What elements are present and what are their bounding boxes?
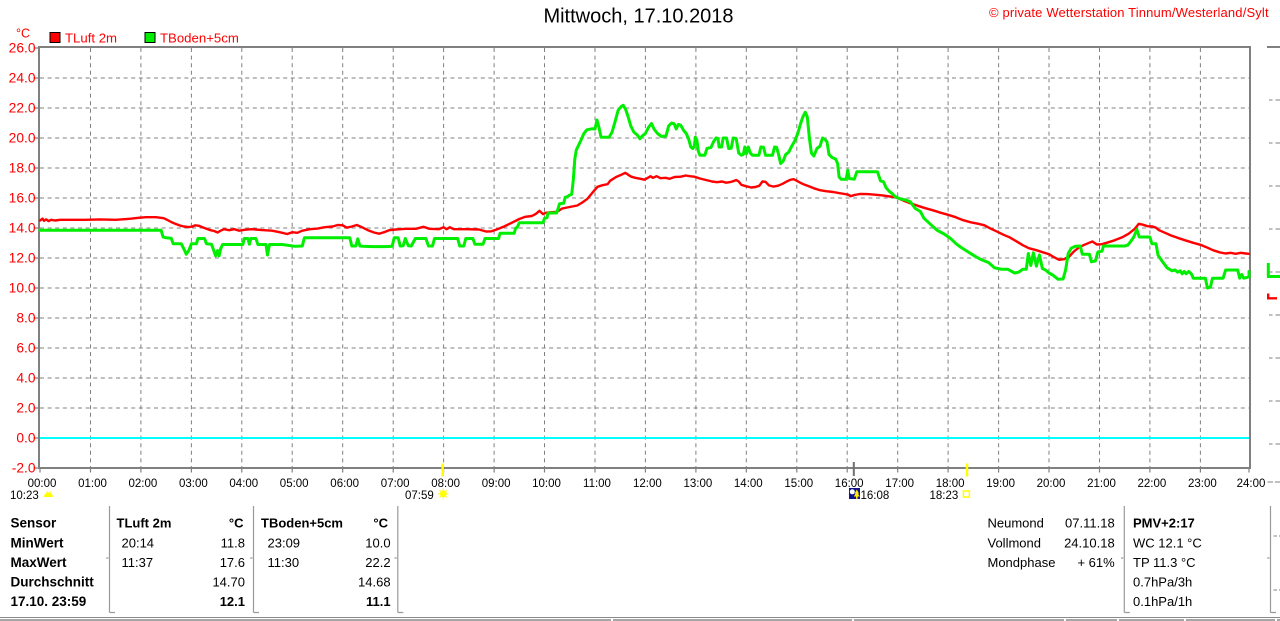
svg-text:10:00: 10:00 (532, 478, 561, 490)
svg-text:°C: °C (229, 516, 244, 531)
svg-text:Vollmond: Vollmond (988, 535, 1041, 550)
svg-text:16.0: 16.0 (9, 191, 36, 206)
svg-text:18:00: 18:00 (936, 478, 965, 490)
svg-text:17:00: 17:00 (885, 478, 914, 490)
svg-text:23:09: 23:09 (268, 535, 301, 550)
svg-text:26.0: 26.0 (9, 41, 36, 56)
svg-text:15:00: 15:00 (784, 478, 813, 490)
svg-text:14:00: 14:00 (734, 478, 763, 490)
svg-text:08:00: 08:00 (431, 478, 460, 490)
svg-text:TLuft 2m: TLuft 2m (65, 31, 117, 46)
svg-text:MaxWert: MaxWert (11, 555, 68, 570)
svg-text:16:08: 16:08 (861, 490, 890, 502)
svg-text:12.0: 12.0 (9, 251, 36, 266)
svg-text:24.10.18: 24.10.18 (1064, 535, 1115, 550)
svg-text:14.70: 14.70 (212, 575, 245, 590)
svg-text:19:00: 19:00 (986, 478, 1015, 490)
svg-text:0.0: 0.0 (16, 431, 36, 446)
svg-text:03:00: 03:00 (179, 478, 208, 490)
svg-text:+ 61%: + 61% (1077, 555, 1115, 570)
svg-text:20:00: 20:00 (1037, 478, 1066, 490)
svg-text:11:30: 11:30 (268, 555, 300, 570)
svg-text:0.7hPa/3h: 0.7hPa/3h (1133, 575, 1192, 590)
svg-text:Durchschnitt: Durchschnitt (11, 575, 95, 590)
svg-text:09:00: 09:00 (482, 478, 511, 490)
svg-text:°C: °C (16, 27, 30, 41)
svg-text:TBoden+5cm: TBoden+5cm (160, 31, 239, 46)
svg-text:22.0: 22.0 (9, 101, 36, 116)
svg-text:22:00: 22:00 (1138, 478, 1167, 490)
svg-text:06:00: 06:00 (330, 478, 359, 490)
svg-text:18.0: 18.0 (9, 161, 36, 176)
svg-text:PMV+2:17: PMV+2:17 (1133, 516, 1195, 531)
svg-text:6.0: 6.0 (16, 341, 36, 356)
svg-text:18:23: 18:23 (930, 490, 959, 502)
svg-text:13:00: 13:00 (684, 478, 713, 490)
svg-text:10.0: 10.0 (365, 535, 390, 550)
svg-text:4.0: 4.0 (16, 371, 36, 386)
svg-text:07:00: 07:00 (381, 478, 410, 490)
svg-text:WC 12.1 °C: WC 12.1 °C (1133, 535, 1202, 550)
svg-text:Sensor: Sensor (11, 516, 58, 531)
svg-text:Mittwoch, 17.10.2018: Mittwoch, 17.10.2018 (543, 6, 733, 28)
svg-text:20.0: 20.0 (9, 131, 36, 146)
svg-text:24:00: 24:00 (1237, 478, 1266, 490)
svg-text:Mondphase: Mondphase (988, 555, 1056, 570)
svg-text:21:00: 21:00 (1087, 478, 1116, 490)
svg-text:20:14: 20:14 (122, 535, 155, 550)
svg-text:11:37: 11:37 (122, 555, 154, 570)
svg-text:01:00: 01:00 (78, 478, 107, 490)
svg-text:11.1: 11.1 (366, 594, 391, 609)
svg-text:TBoden+5cm: TBoden+5cm (261, 516, 343, 531)
svg-text:17.10. 23:59: 17.10. 23:59 (11, 594, 87, 609)
svg-text:17.6: 17.6 (220, 555, 245, 570)
svg-text:0.1hPa/1h: 0.1hPa/1h (1133, 594, 1192, 609)
svg-text:TLuft 2m: TLuft 2m (117, 516, 172, 531)
svg-text:12:00: 12:00 (633, 478, 662, 490)
svg-text:24.0: 24.0 (9, 71, 36, 86)
svg-text:Neumond: Neumond (988, 516, 1044, 531)
svg-text:14.0: 14.0 (9, 221, 36, 236)
svg-text:00:00: 00:00 (28, 478, 57, 490)
svg-text:°C: °C (373, 516, 388, 531)
svg-text:07:59: 07:59 (405, 490, 434, 502)
svg-text:11.8: 11.8 (221, 535, 245, 550)
svg-text:10.0: 10.0 (9, 281, 36, 296)
svg-text:23:00: 23:00 (1188, 478, 1217, 490)
svg-text:07.11.18: 07.11.18 (1065, 516, 1115, 531)
svg-text:2.0: 2.0 (16, 401, 36, 416)
svg-text:22.2: 22.2 (365, 555, 390, 570)
svg-text:12.1: 12.1 (220, 594, 245, 609)
svg-text:10:23: 10:23 (10, 490, 39, 502)
svg-text:8.0: 8.0 (16, 311, 36, 326)
svg-text:TP 11.3 °C: TP 11.3 °C (1133, 555, 1196, 570)
svg-text:© private Wetterstation Tinnum: © private Wetterstation Tinnum/Westerlan… (989, 5, 1269, 20)
svg-text:05:00: 05:00 (280, 478, 309, 490)
svg-text:14.68: 14.68 (358, 575, 391, 590)
svg-text:MinWert: MinWert (11, 535, 65, 550)
svg-text:02:00: 02:00 (129, 478, 158, 490)
svg-text:04:00: 04:00 (229, 478, 258, 490)
svg-text:-2.0: -2.0 (12, 461, 36, 476)
svg-text:11:00: 11:00 (583, 478, 611, 490)
svg-text:16:00: 16:00 (835, 478, 864, 490)
